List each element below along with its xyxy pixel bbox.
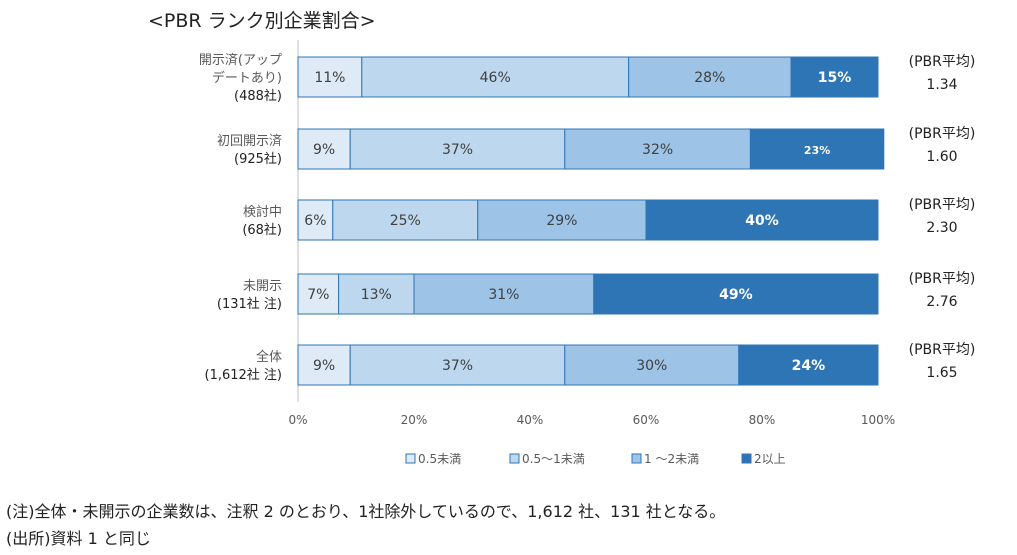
avg-annotation-label: (PBR平均) xyxy=(909,342,976,358)
bar-segment xyxy=(361,56,630,98)
bar-segment xyxy=(332,199,479,241)
category-label: 初回開示済 xyxy=(217,133,282,149)
data-label: 32% xyxy=(642,142,673,158)
footnote-note: (注)全体・未開示の企業数は、注釈 2 のとおり、1社除外しているので、1,61… xyxy=(6,502,726,521)
x-tick-label: 0% xyxy=(288,413,307,427)
bar-segment xyxy=(297,344,351,386)
category-label: 全体 xyxy=(256,349,282,365)
bar-segment xyxy=(338,273,415,315)
legend-swatch xyxy=(631,453,642,464)
bar-segment xyxy=(593,273,879,315)
data-label: 9% xyxy=(313,142,335,158)
category-label: (925社) xyxy=(234,151,282,167)
data-label: 40% xyxy=(745,213,779,229)
bar-segment xyxy=(738,344,879,386)
data-label: 28% xyxy=(694,70,725,86)
bar-segment xyxy=(413,273,595,315)
data-label: 46% xyxy=(480,70,511,86)
bar-segment xyxy=(349,128,566,170)
avg-annotation-value: 2.76 xyxy=(926,294,957,310)
category-label: (131社 注) xyxy=(217,296,282,312)
category-label: デートあり) xyxy=(212,70,282,86)
category-label: 開示済(アップ xyxy=(199,52,282,68)
data-label: 13% xyxy=(361,287,392,303)
avg-annotation-value: 1.60 xyxy=(926,149,957,165)
data-label: 37% xyxy=(442,358,473,374)
data-label: 31% xyxy=(488,287,519,303)
x-tick-label: 20% xyxy=(401,413,428,427)
data-label: 29% xyxy=(546,213,577,229)
avg-annotation-value: 1.34 xyxy=(926,77,957,93)
data-label: 24% xyxy=(792,358,826,374)
avg-annotation-label: (PBR平均) xyxy=(909,126,976,142)
category-label: 未開示 xyxy=(243,279,282,294)
x-tick-label: 80% xyxy=(749,413,776,427)
data-label: 7% xyxy=(307,287,329,303)
legend-label: 1 ～2未満 xyxy=(644,452,699,466)
bar-segment xyxy=(564,128,751,170)
avg-annotation-label: (PBR平均) xyxy=(909,54,976,70)
bar-segment xyxy=(349,344,566,386)
legend-swatch xyxy=(509,453,520,464)
bar-segment xyxy=(749,128,885,170)
data-label: 49% xyxy=(719,287,753,303)
data-label: 23% xyxy=(804,144,830,157)
bar-segment xyxy=(628,56,792,98)
bar-segment xyxy=(645,199,879,241)
bar-segment xyxy=(790,56,879,98)
avg-annotation-label: (PBR平均) xyxy=(909,197,976,213)
data-label: 9% xyxy=(313,358,335,374)
legend-label: 2以上 xyxy=(754,452,786,466)
data-label: 30% xyxy=(636,358,667,374)
avg-annotation-value: 1.65 xyxy=(926,365,957,381)
x-tick-label: 100% xyxy=(861,413,895,427)
category-label: 検討中 xyxy=(243,204,282,220)
legend-label: 0.5～1未満 xyxy=(522,452,585,466)
category-label: (1,612社 注) xyxy=(205,367,283,383)
legend-swatch xyxy=(741,453,752,464)
x-tick-label: 60% xyxy=(633,413,660,427)
category-label: (68社) xyxy=(242,222,282,238)
data-label: 6% xyxy=(304,213,326,229)
avg-annotation-label: (PBR平均) xyxy=(909,271,976,287)
bar-segment xyxy=(297,128,351,170)
legend-swatch xyxy=(405,453,416,464)
avg-annotation-value: 2.30 xyxy=(926,220,957,236)
data-label: 25% xyxy=(390,213,421,229)
data-label: 11% xyxy=(314,70,345,86)
chart-title: <PBR ランク別企業割合> xyxy=(148,10,376,32)
data-label: 15% xyxy=(818,70,852,86)
category-label: (488社) xyxy=(234,88,282,104)
footnote-source: (出所)資料 1 と同じ xyxy=(6,529,151,548)
legend-label: 0.5未満 xyxy=(418,452,461,466)
x-tick-label: 40% xyxy=(517,413,544,427)
data-label: 37% xyxy=(442,142,473,158)
